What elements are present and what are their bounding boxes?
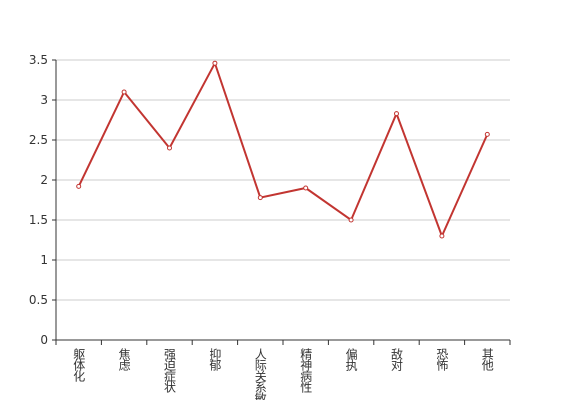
y-tick-label: 0	[40, 333, 48, 347]
point	[76, 183, 82, 189]
x-tick-label: 焦虑	[117, 348, 131, 371]
point	[348, 217, 354, 223]
point	[212, 60, 218, 66]
x-tick-label: 躯体化	[72, 347, 86, 383]
x-tick-label: 强迫症状	[163, 348, 177, 393]
point	[484, 131, 490, 137]
point	[303, 185, 309, 191]
x-tick-label: 偏执	[344, 347, 358, 372]
y-tick-label: 0.5	[29, 293, 48, 307]
point	[167, 145, 172, 151]
point	[121, 89, 127, 95]
point	[394, 111, 399, 117]
x-tick-label: 人际关系敏感	[253, 348, 267, 400]
x-tick-label: 其他	[480, 348, 494, 371]
y-tick-label: 2.5	[29, 133, 48, 147]
x-tick-label: 抑郁	[208, 347, 222, 372]
y-tick-label: 1.5	[29, 213, 48, 227]
x-tick-label: 恐怖	[435, 348, 449, 371]
y-tick-label: 3.5	[29, 53, 48, 67]
y-tick-label: 2	[40, 173, 48, 187]
line	[77, 60, 489, 239]
point	[439, 233, 445, 239]
y-tick-label: 3	[40, 93, 48, 107]
x-tick-label: 敌对	[390, 347, 404, 371]
x-tick-label: 精神病性	[299, 348, 313, 394]
point	[257, 195, 263, 201]
y-tick-label: 1	[40, 253, 48, 267]
